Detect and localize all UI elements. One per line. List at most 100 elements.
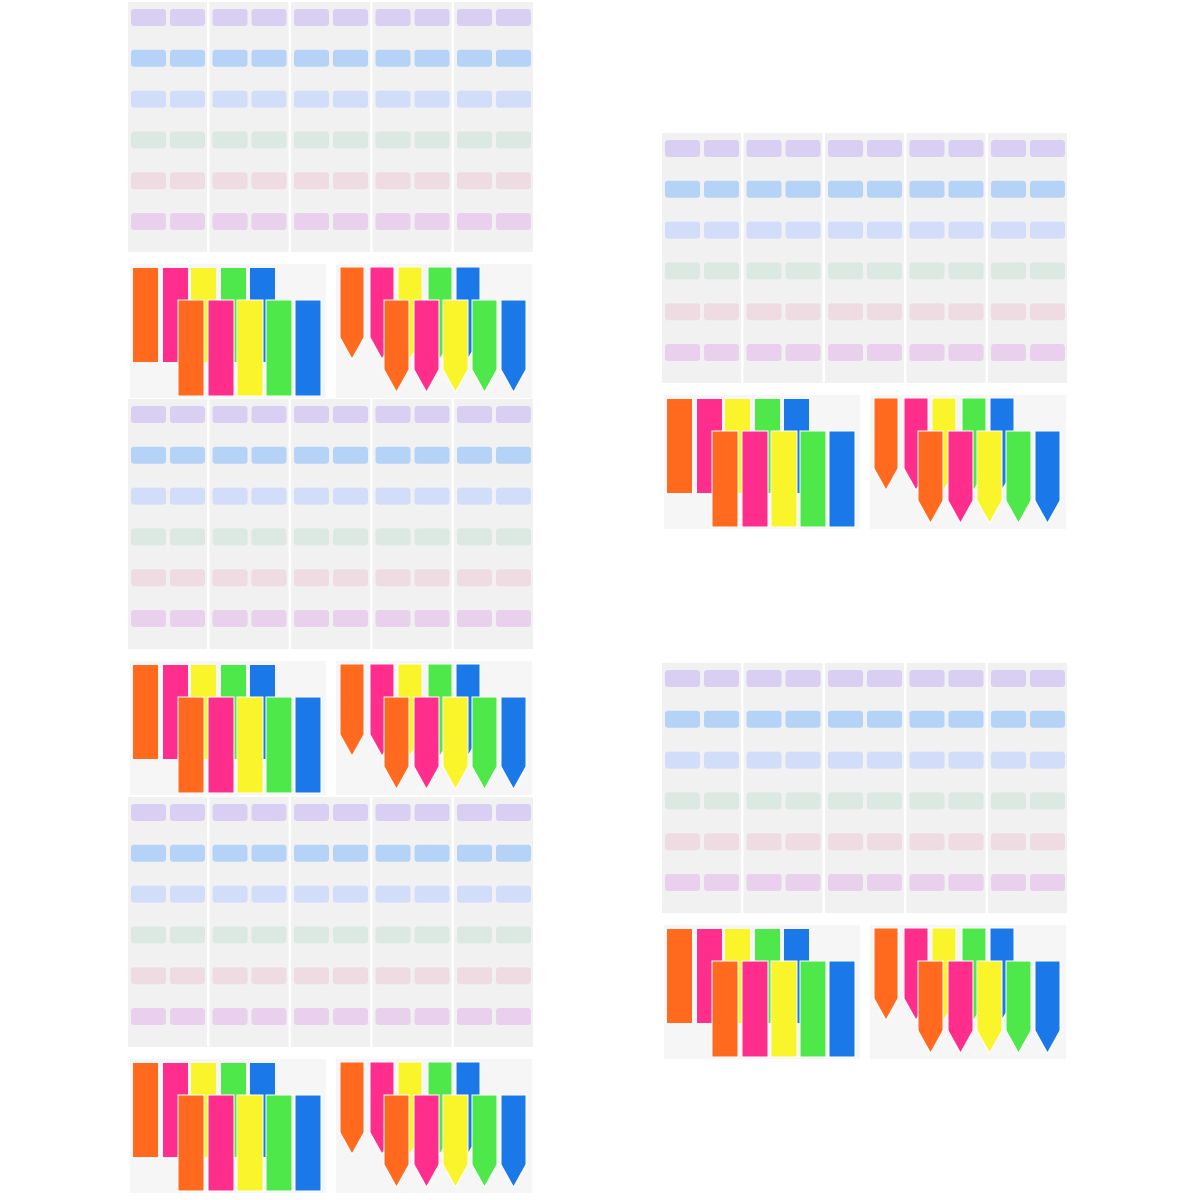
index-tab bbox=[251, 804, 287, 821]
flag bbox=[177, 1094, 205, 1192]
index-tab bbox=[251, 610, 287, 627]
index-tab bbox=[948, 344, 984, 361]
index-tab bbox=[991, 180, 1026, 198]
flag bbox=[667, 399, 692, 493]
index-tab bbox=[212, 131, 248, 149]
index-tab bbox=[131, 1008, 166, 1025]
index-tab bbox=[170, 844, 205, 862]
index-tab bbox=[1030, 344, 1065, 361]
arrow-flag bbox=[976, 960, 1003, 1055]
index-tab bbox=[867, 221, 902, 239]
index-tab bbox=[251, 528, 287, 546]
index-tab bbox=[170, 446, 205, 464]
index-tab bbox=[867, 670, 902, 687]
index-tab bbox=[131, 885, 166, 903]
tab-sheet-panel bbox=[209, 399, 289, 649]
index-tab bbox=[496, 885, 531, 903]
index-tab bbox=[457, 569, 492, 587]
index-tab bbox=[375, 885, 411, 903]
index-tab bbox=[867, 140, 902, 157]
arrow-flag bbox=[1034, 960, 1061, 1055]
index-tab bbox=[212, 926, 248, 944]
index-tab bbox=[704, 344, 739, 361]
tab-sheet-panel bbox=[128, 399, 207, 649]
arrow-flag bbox=[917, 960, 944, 1055]
tab-sheet-panel bbox=[209, 797, 289, 1047]
arrow-flag bbox=[413, 696, 440, 791]
index-tab bbox=[333, 131, 368, 149]
index-tab bbox=[909, 670, 945, 687]
index-tab bbox=[294, 213, 329, 230]
arrow-flag bbox=[339, 1061, 365, 1156]
flag bbox=[770, 430, 798, 528]
flag bbox=[770, 960, 798, 1058]
arrow-flag bbox=[383, 696, 410, 791]
index-tab bbox=[414, 9, 450, 26]
tab-sheet-panel bbox=[825, 663, 904, 913]
index-tab bbox=[828, 140, 863, 157]
flag bbox=[294, 696, 322, 794]
index-tab bbox=[1030, 792, 1065, 810]
index-tab bbox=[131, 967, 166, 985]
index-tab bbox=[665, 303, 700, 321]
index-tab bbox=[496, 804, 531, 821]
index-tab bbox=[131, 569, 166, 587]
index-tab bbox=[294, 172, 329, 190]
flag bbox=[294, 299, 322, 397]
index-tab bbox=[294, 446, 329, 464]
arrow-flag bbox=[471, 299, 498, 394]
arrow-flag bbox=[339, 663, 365, 758]
flag bbox=[265, 696, 293, 794]
tab-sheet-panel bbox=[372, 797, 452, 1047]
arrow-flag bbox=[442, 299, 469, 394]
flag bbox=[236, 299, 264, 397]
index-tab bbox=[1030, 303, 1065, 321]
index-tab bbox=[414, 172, 450, 190]
index-tab bbox=[496, 926, 531, 944]
index-tab bbox=[294, 487, 329, 505]
index-tab bbox=[746, 344, 782, 361]
index-tab bbox=[457, 172, 492, 190]
index-tab bbox=[131, 131, 166, 149]
index-tab bbox=[909, 180, 945, 198]
index-tab bbox=[1030, 180, 1065, 198]
index-tab bbox=[991, 262, 1026, 280]
arrow-flag bbox=[873, 397, 899, 492]
index-tab bbox=[496, 610, 531, 627]
index-tab bbox=[828, 710, 863, 728]
index-tab bbox=[948, 792, 984, 810]
index-tab bbox=[1030, 140, 1065, 157]
index-tab bbox=[785, 262, 821, 280]
index-tab bbox=[333, 1008, 368, 1025]
tab-sheet-panel bbox=[743, 133, 823, 383]
tab-sheet-panel bbox=[825, 133, 904, 383]
arrow-flag bbox=[471, 1094, 498, 1189]
index-tab bbox=[375, 569, 411, 587]
index-tab bbox=[867, 792, 902, 810]
index-tab bbox=[496, 406, 531, 423]
index-tab bbox=[170, 528, 205, 546]
index-tab bbox=[1030, 670, 1065, 687]
arrow-flag bbox=[471, 696, 498, 791]
index-tab bbox=[414, 610, 450, 627]
index-tab bbox=[496, 487, 531, 505]
index-tab bbox=[131, 804, 166, 821]
index-tab bbox=[909, 262, 945, 280]
index-tab bbox=[496, 49, 531, 67]
index-tab bbox=[294, 406, 329, 423]
tab-sheet-panel bbox=[372, 399, 452, 649]
arrow-flag bbox=[1034, 430, 1061, 525]
index-tab bbox=[991, 344, 1026, 361]
index-tab bbox=[251, 9, 287, 26]
index-tab bbox=[212, 804, 248, 821]
index-tab bbox=[170, 213, 205, 230]
index-tab bbox=[457, 610, 492, 627]
index-tab bbox=[212, 844, 248, 862]
index-tab bbox=[828, 303, 863, 321]
index-tab bbox=[251, 926, 287, 944]
index-tab bbox=[948, 751, 984, 769]
index-tab bbox=[867, 180, 902, 198]
index-tab bbox=[414, 926, 450, 944]
index-tab bbox=[746, 710, 782, 728]
index-tab bbox=[294, 610, 329, 627]
